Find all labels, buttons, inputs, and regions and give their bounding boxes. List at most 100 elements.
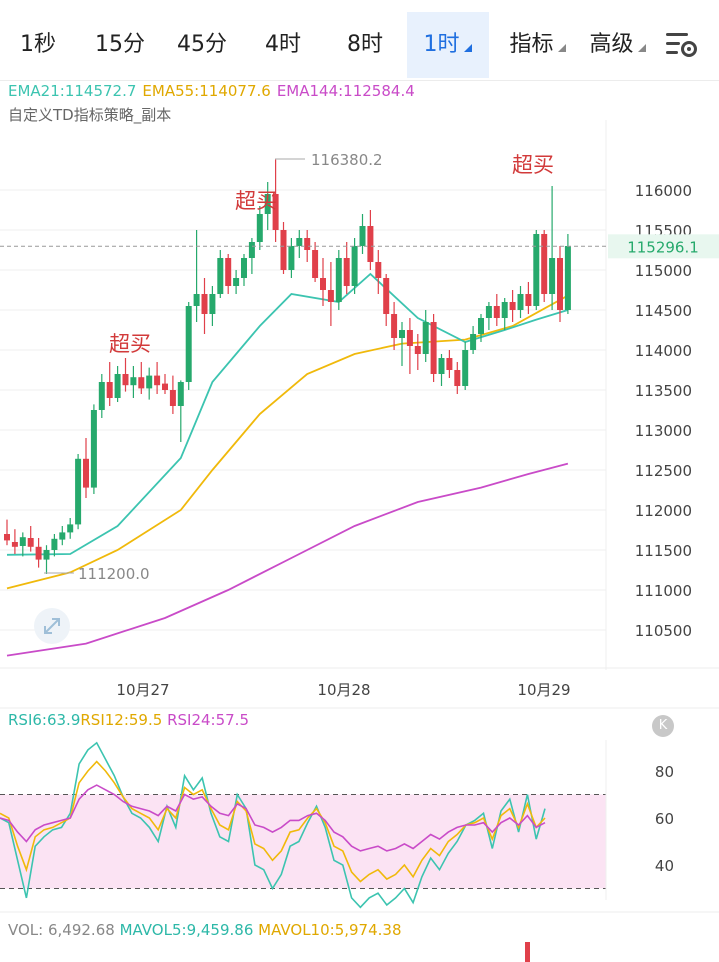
current-price-label: 115296.1 [627,238,699,256]
candle-body [557,258,563,310]
overbought-signal: 超买 [512,153,554,177]
candle-body [233,278,240,286]
tab-label: 8时 [347,32,383,57]
candle-body [272,194,279,230]
tab-8h[interactable]: 8时 [335,12,395,78]
ema21-line [6,272,569,556]
candle-body [106,382,113,398]
rsi-legend: RSI6:63.9RSI12:59.5 RSI24:57.5 [8,711,249,729]
dropdown-triangle-icon [463,44,472,52]
candle-body [122,374,129,386]
candle-body [296,238,303,246]
candle-body [90,410,97,488]
rsi-tick-label: 80 [655,763,674,781]
candle-body [351,246,358,286]
ema144-value: EMA144:112584.4 [276,82,415,100]
candle-body [359,226,366,246]
candle-body [280,230,287,270]
candle-body [312,250,319,278]
candle-body [130,377,137,386]
expand-arrows-icon[interactable] [34,608,70,644]
candle-body [19,537,26,546]
candle-body [162,383,168,390]
overbought-signal: 超买 [235,189,277,213]
dropdown-triangle-icon [637,44,646,52]
candle-body [248,242,255,258]
candle-body [67,524,74,533]
candle-body [288,246,295,270]
y-tick-label: 113500 [635,382,692,400]
candle-body [43,550,50,560]
candle-body [201,294,208,314]
candle-body [51,538,58,550]
candle-body [320,278,326,290]
candle-body [4,534,10,541]
y-tick-label: 114500 [635,302,692,320]
current-price-tag [608,234,719,259]
tab-label: 4时 [265,32,301,57]
candle-body [462,350,469,386]
candle-body [177,382,184,406]
candle-body [193,294,200,306]
tab-4h[interactable]: 4时 [253,12,313,78]
settings-sliders-icon[interactable] [664,28,700,60]
tab-label: 45分 [177,32,227,57]
candle-body [264,194,271,214]
rsi24-value: RSI24:57.5 [167,711,249,729]
candle-body [98,382,105,410]
candle-body [509,302,516,310]
candle-body [256,214,263,242]
tab-1s[interactable]: 1秒 [10,12,66,78]
ema144-line [6,462,569,657]
tab-15m[interactable]: 15分 [86,12,154,78]
candle-body [185,306,192,382]
candle-body [11,542,18,547]
tab-45m[interactable]: 45分 [168,12,236,78]
dropdown-triangle-icon [557,44,566,52]
x-tick-label: 10月28 [317,681,370,699]
mavol10-value: MAVOL10:5,974.38 [258,921,402,939]
candle-body [146,375,153,389]
candle-body [454,370,461,386]
rsi-line-rsi6 [0,741,546,909]
y-tick-label: 113000 [635,422,692,440]
strategy-name: 自定义TD指标策略_副本 [8,106,172,124]
candle-body [399,330,405,338]
high-price-label: 116380.2 [311,151,383,169]
y-tick-label: 116000 [635,182,692,200]
ema-legend: EMA21:114572.7 EMA55:114077.6 EMA144:11258… [8,82,421,100]
overbought-band [0,794,606,889]
candle-body [485,306,492,318]
ema55-value: EMA55:114077.6 [142,82,271,100]
mavol5-value: MAVOL5:9,459.86 [119,921,254,939]
candle-body [343,258,350,286]
tab-indicators[interactable]: 指标 [500,12,576,78]
y-tick-label: 110500 [635,622,692,640]
candle-body [114,374,121,398]
candle-body [335,258,342,302]
candle-body [209,294,216,314]
y-tick-label: 115000 [635,262,692,280]
k-badge-icon[interactable]: K [652,715,674,737]
tab-label: 高级 [589,32,634,57]
candle-body [549,258,556,294]
vol-value: VOL: 6,492.68 [8,921,115,939]
candle-body [430,322,437,374]
candle-body [138,377,145,389]
candle-body [375,262,382,278]
overbought-signal: 超买 [109,332,151,356]
candle-body [470,334,477,350]
volume-bar [525,942,530,962]
candle-body [154,375,161,386]
candle-body [422,322,429,354]
rsi-tick-label: 40 [655,857,674,875]
y-tick-label: 112500 [635,462,692,480]
y-tick-label: 112000 [635,502,692,520]
tab-1h[interactable]: 1时 [407,12,489,78]
rsi-line-rsi12 [0,760,546,883]
tab-label: 1时 [423,32,460,57]
rsi12-value: RSI12:59.5 [80,711,163,729]
tab-advanced[interactable]: 高级 [580,12,656,78]
candle-body [501,302,508,318]
